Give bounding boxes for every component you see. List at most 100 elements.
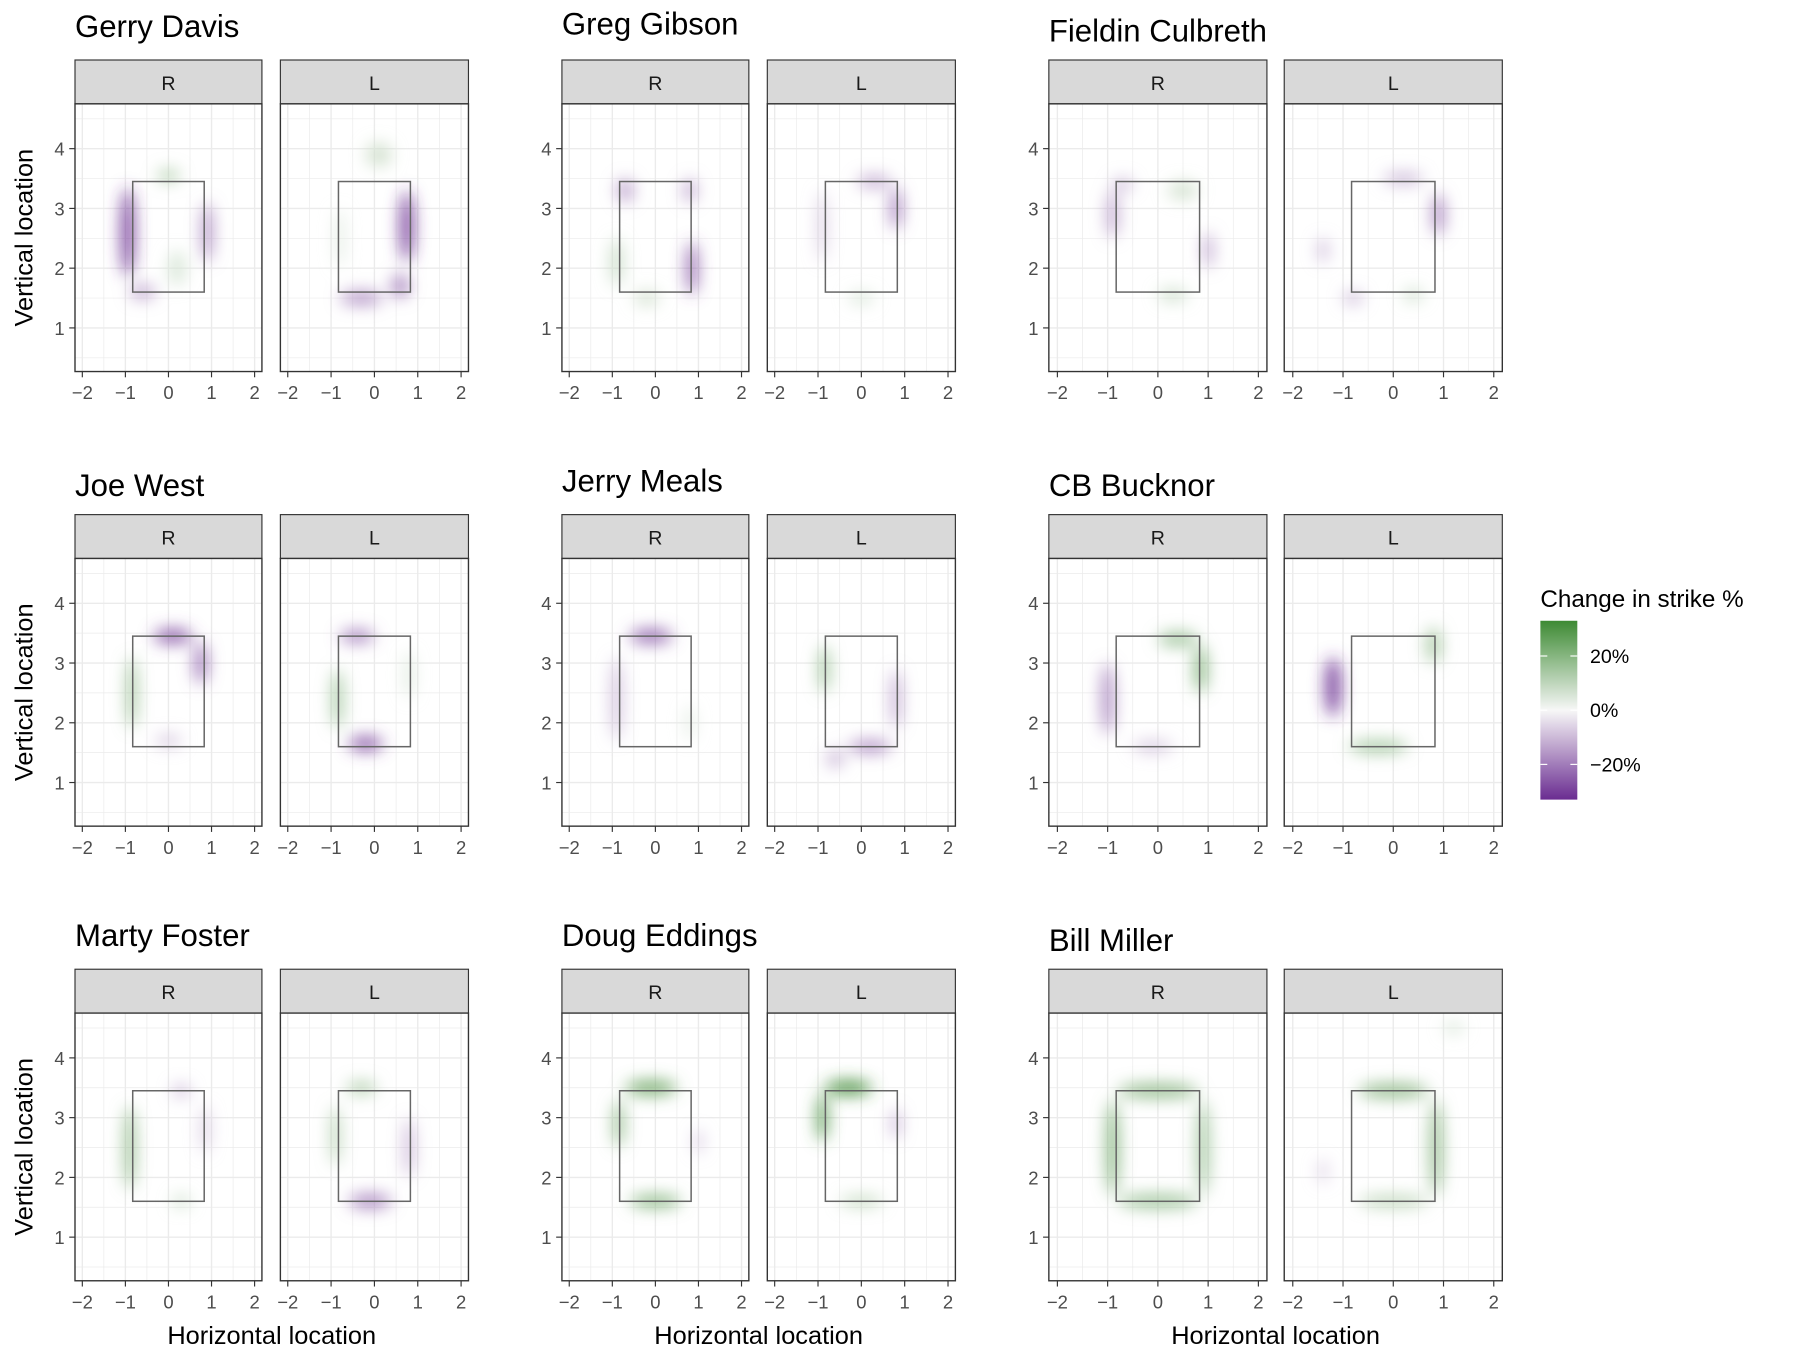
x-tick-label: −2 bbox=[559, 1291, 580, 1312]
heat-region bbox=[625, 1080, 677, 1095]
y-tick-label: 4 bbox=[54, 593, 64, 614]
heat-region bbox=[348, 736, 384, 751]
facet-panel-L: L −2 −1 0 1 2 bbox=[1282, 59, 1503, 403]
umpire-plot: Greg Gibson R −2 −1 0 1 2 1 2 3 4 L −2 −1 0 1 2 bbox=[541, 7, 957, 403]
facet-panel-R: R −2 −1 0 1 2 1 2 3 4 Vertical location bbox=[10, 514, 263, 858]
umpire-plot: Jerry Meals R −2 −1 0 1 2 1 2 3 4 L −2 −1 0 1 2 bbox=[541, 464, 957, 858]
x-tick-label: 1 bbox=[693, 1291, 703, 1312]
facet-label: L bbox=[856, 73, 867, 95]
x-tick-label: 1 bbox=[413, 837, 423, 858]
strike-zone bbox=[131, 635, 205, 748]
x-tick-label: 2 bbox=[736, 382, 746, 403]
heat-region bbox=[1425, 627, 1442, 664]
facet-panel-R: R −2 −1 0 1 2 1 2 3 4 bbox=[1028, 514, 1268, 858]
x-tick-label: 2 bbox=[249, 837, 259, 858]
y-tick-label: 2 bbox=[1028, 1167, 1038, 1188]
heat-region bbox=[155, 734, 182, 747]
strike-zone bbox=[131, 180, 205, 293]
facet-strip bbox=[1048, 59, 1268, 105]
x-tick-label: 2 bbox=[249, 382, 259, 403]
strike-zone bbox=[337, 180, 412, 293]
y-tick-label: 3 bbox=[1028, 653, 1038, 674]
x-tick-label: −2 bbox=[72, 1291, 93, 1312]
heat-region bbox=[683, 178, 697, 203]
x-tick-label: −1 bbox=[321, 382, 342, 403]
heat-region bbox=[695, 1129, 702, 1154]
umpire-plot: Bill Miller R −2 −1 0 1 2 1 2 3 4 L −2 −1 0 1 2 Horizonta… bbox=[1028, 923, 1503, 1350]
x-axis-title: Horizontal location bbox=[167, 1322, 376, 1350]
facet-panel-L: L −2 −1 0 1 2 bbox=[764, 968, 957, 1312]
y-tick-label: 2 bbox=[54, 713, 64, 734]
x-tick-label: 1 bbox=[206, 1291, 216, 1312]
y-tick-label: 1 bbox=[1028, 1227, 1038, 1248]
facet-label: L bbox=[1388, 982, 1399, 1004]
umpire-plot: Fieldin Culbreth R −2 −1 0 1 2 1 2 3 4 L −2 −1 0 1 2 bbox=[1028, 14, 1503, 403]
x-tick-label: 1 bbox=[1438, 382, 1448, 403]
y-tick-label: 4 bbox=[54, 1048, 64, 1069]
heat-region bbox=[332, 669, 343, 729]
x-tick-label: −2 bbox=[277, 382, 298, 403]
facet-strip bbox=[279, 514, 470, 560]
strike-zone bbox=[337, 635, 412, 748]
x-axis-title: Horizontal location bbox=[1171, 1322, 1380, 1350]
legend-label: 20% bbox=[1590, 646, 1629, 668]
facet-panel-R: R −2 −1 0 1 2 1 2 3 4 bbox=[1028, 59, 1268, 403]
y-tick-label: 2 bbox=[541, 258, 551, 279]
x-tick-label: −2 bbox=[72, 382, 93, 403]
facet-label: L bbox=[369, 528, 380, 550]
x-tick-label: 2 bbox=[943, 1291, 953, 1312]
y-tick-label: 3 bbox=[541, 653, 551, 674]
facet-strip bbox=[1283, 59, 1503, 105]
heat-region bbox=[127, 657, 137, 729]
x-tick-label: 2 bbox=[1489, 837, 1499, 858]
x-tick-label: 0 bbox=[1153, 837, 1163, 858]
x-tick-label: 1 bbox=[1203, 837, 1213, 858]
strike-zone bbox=[131, 1090, 205, 1203]
facet-label: R bbox=[161, 73, 175, 95]
facet-panel-L: L −2 −1 0 1 2 bbox=[277, 968, 470, 1312]
heat-region bbox=[1203, 232, 1214, 269]
heat-region bbox=[613, 1099, 624, 1148]
x-tick-label: 0 bbox=[1153, 382, 1163, 403]
y-tick-label: 3 bbox=[541, 198, 551, 219]
facet-strip bbox=[561, 968, 750, 1014]
x-tick-label: 1 bbox=[900, 837, 910, 858]
y-tick-label: 1 bbox=[541, 1227, 551, 1248]
x-tick-label: 2 bbox=[456, 382, 466, 403]
umpire-name: CB Bucknor bbox=[1049, 468, 1215, 503]
x-tick-label: 2 bbox=[1253, 382, 1263, 403]
heat-region bbox=[1318, 1159, 1327, 1184]
y-tick-label: 2 bbox=[541, 1167, 551, 1188]
x-tick-label: −2 bbox=[559, 837, 580, 858]
x-tick-label: −2 bbox=[764, 1291, 785, 1312]
umpire-plot: Marty Foster R −2 −1 0 1 2 1 2 3 4 Vertical locatio… bbox=[10, 918, 470, 1350]
x-tick-label: 0 bbox=[1388, 1291, 1398, 1312]
x-tick-label: −2 bbox=[764, 837, 785, 858]
facet-label: L bbox=[1388, 528, 1399, 550]
x-tick-label: 1 bbox=[693, 837, 703, 858]
facet-label: R bbox=[1151, 982, 1165, 1004]
heat-region bbox=[335, 208, 345, 269]
strike-zone bbox=[824, 180, 899, 293]
heat-region bbox=[331, 1105, 340, 1166]
strike-zone bbox=[1115, 180, 1201, 293]
x-tick-label: 2 bbox=[943, 382, 953, 403]
heat-region bbox=[1317, 238, 1328, 263]
heat-region bbox=[685, 704, 695, 741]
strike-zone bbox=[618, 1090, 692, 1203]
heat-region bbox=[848, 292, 875, 305]
x-tick-label: −1 bbox=[1332, 382, 1353, 403]
x-tick-label: 0 bbox=[163, 837, 173, 858]
strike-zone bbox=[1350, 180, 1436, 293]
heat-region bbox=[1157, 289, 1189, 302]
y-tick-label: 2 bbox=[54, 258, 64, 279]
x-tick-label: −1 bbox=[807, 382, 828, 403]
y-tick-label: 1 bbox=[1028, 318, 1038, 339]
y-tick-label: 3 bbox=[1028, 1108, 1038, 1129]
legend-label: −20% bbox=[1590, 754, 1641, 776]
x-tick-label: 0 bbox=[856, 1291, 866, 1312]
x-tick-label: −1 bbox=[602, 382, 623, 403]
x-tick-label: −2 bbox=[1047, 837, 1068, 858]
x-tick-label: 2 bbox=[249, 1291, 259, 1312]
facet-panel-L: L −2 −1 0 1 2 bbox=[1282, 968, 1503, 1312]
